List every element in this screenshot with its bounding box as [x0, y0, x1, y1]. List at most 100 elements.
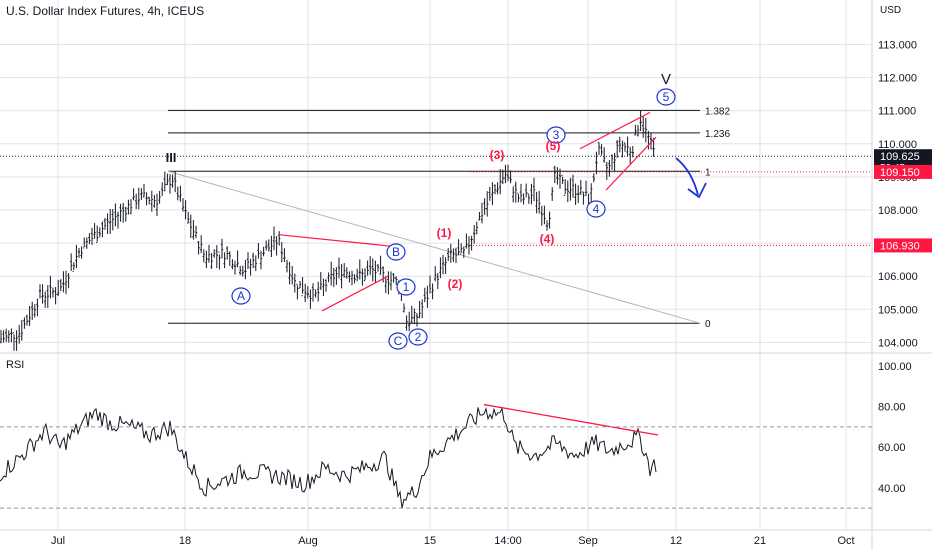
price-bar	[210, 252, 213, 269]
time-tick-label: Sep	[578, 535, 598, 547]
price-bar	[317, 281, 320, 302]
price-bar	[478, 211, 481, 221]
rsi-tick-label: 60.00	[878, 442, 906, 454]
level-price-value: 109.150	[880, 167, 920, 179]
price-bar	[296, 283, 299, 300]
price-bar	[436, 273, 439, 290]
price-bar	[181, 198, 185, 212]
price-bar	[501, 169, 504, 184]
price-bar	[605, 161, 608, 180]
price-bar	[187, 211, 190, 224]
price-bar	[202, 249, 205, 263]
price-bar	[631, 145, 634, 158]
price-bar	[475, 221, 478, 235]
price-bar	[608, 160, 611, 177]
wave-label-major: V	[661, 71, 671, 88]
price-bar	[168, 173, 172, 194]
price-bar	[374, 260, 377, 284]
price-bar	[592, 173, 595, 183]
price-bar	[93, 223, 96, 239]
wave-label-circled: 1	[396, 278, 416, 296]
triangle-lines	[279, 234, 394, 312]
price-bars	[0, 110, 655, 351]
price-bar	[7, 330, 10, 343]
level-price-tag: 109.150	[874, 164, 932, 179]
price-bar	[577, 185, 580, 204]
price-bar	[88, 233, 91, 245]
price-bar	[145, 192, 148, 206]
wave-label-circled: 2	[408, 328, 428, 346]
price-bar	[59, 279, 62, 292]
price-bar	[561, 174, 564, 185]
price-bar	[246, 252, 250, 269]
price-bar	[311, 283, 315, 302]
price-bar	[252, 252, 255, 269]
price-bar	[10, 328, 13, 343]
rsi-divergence-line	[483, 403, 659, 436]
price-bar	[350, 270, 354, 286]
price-bar	[265, 240, 268, 251]
price-bar	[25, 314, 29, 326]
price-bar	[109, 208, 112, 235]
price-bar	[514, 181, 517, 203]
price-bar	[80, 246, 83, 259]
price-bar	[153, 194, 156, 208]
price-bar	[616, 139, 619, 158]
price-bar	[610, 154, 614, 170]
rsi-axis: RSI 100.00 80.00 60.00 40.00	[0, 359, 912, 509]
price-bar	[114, 203, 117, 227]
price-bar	[618, 136, 621, 153]
price-bar	[158, 190, 161, 204]
price-bar	[595, 151, 598, 175]
time-tick-label: 18	[179, 535, 191, 547]
price-bar	[447, 248, 450, 262]
price-tick-label: 111.000	[878, 106, 916, 118]
price-bar	[241, 265, 244, 277]
price-bar	[129, 199, 133, 215]
price-bar	[379, 255, 382, 275]
wave-label-paren: (3)	[490, 148, 505, 162]
price-bar	[150, 190, 153, 212]
price-bar	[499, 169, 502, 195]
price-bar	[233, 260, 237, 275]
annotations: A B C 1 2 3 4 5 (1) (2) (3) (4) (5) III V	[166, 71, 707, 350]
price-bar	[236, 250, 239, 268]
price-bar	[85, 237, 88, 249]
price-bar	[194, 225, 198, 239]
price-bar	[527, 193, 530, 204]
price-bar	[434, 266, 437, 282]
price-bar	[548, 211, 551, 229]
time-tick-label: 12	[670, 535, 682, 547]
down-arrow-icon	[675, 157, 699, 196]
price-tick-label: 104.000	[878, 337, 918, 349]
wave-label-text: 2	[415, 330, 422, 344]
price-bar	[566, 180, 569, 203]
price-bar	[12, 332, 16, 351]
currency-label: USD	[880, 5, 901, 16]
time-tick-label: 15	[424, 535, 436, 547]
price-bar	[171, 174, 174, 188]
rsi-tick-label: 40.00	[878, 483, 906, 495]
grid	[0, 0, 872, 530]
wave-label-circled: B	[386, 243, 406, 261]
price-bar	[192, 220, 195, 240]
price-bar	[504, 164, 507, 184]
price-bar	[639, 110, 642, 131]
price-bar	[376, 263, 380, 272]
price-bar	[649, 132, 653, 150]
price-bar	[301, 277, 304, 297]
wave-label-circled: 5	[656, 88, 676, 106]
price-bar	[371, 258, 374, 282]
price-bar	[571, 174, 575, 198]
price-tick-label: 110.000	[878, 139, 917, 151]
price-bar	[161, 182, 164, 197]
price-bar	[262, 246, 265, 257]
price-bar	[392, 273, 395, 283]
price-bar	[324, 279, 328, 292]
price-bar	[356, 268, 359, 282]
price-tick-label: 112.000	[878, 73, 917, 85]
price-bar	[382, 266, 385, 283]
price-bar	[426, 285, 429, 309]
